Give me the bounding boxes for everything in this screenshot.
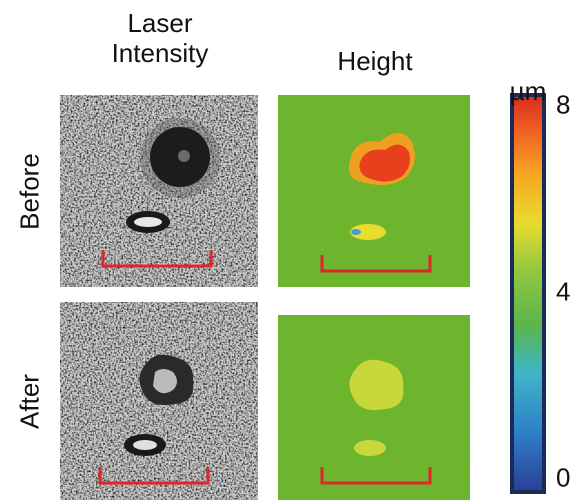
colorbar-tick-label: 0 bbox=[556, 463, 570, 494]
colorbar-tick-label: 8 bbox=[556, 90, 570, 121]
colorbar bbox=[512, 95, 544, 492]
colorbar-unit: µm bbox=[498, 76, 558, 106]
laser-before bbox=[60, 95, 258, 287]
laser-after bbox=[60, 302, 258, 500]
column-header: Height bbox=[300, 46, 450, 76]
row-label: After bbox=[15, 342, 46, 462]
panels bbox=[0, 0, 580, 500]
column-header: Laser Intensity bbox=[80, 8, 240, 68]
colorbar-tick-label: 4 bbox=[556, 276, 570, 307]
figure: Laser Intensity Height Before After µm 8… bbox=[0, 0, 580, 500]
row-label: Before bbox=[15, 132, 46, 252]
height-before bbox=[278, 95, 470, 287]
height-after bbox=[278, 315, 470, 500]
